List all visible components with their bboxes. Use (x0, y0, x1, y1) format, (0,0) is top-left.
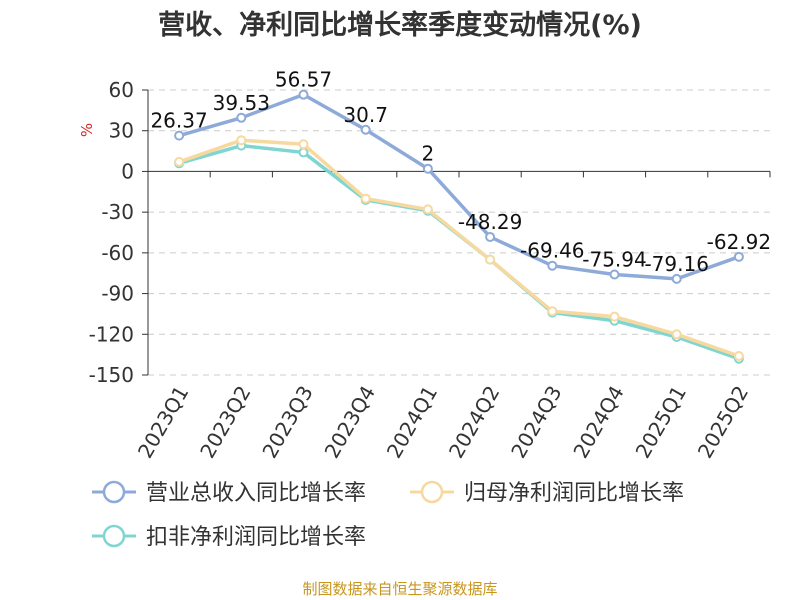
y-tick-label: 0 (121, 159, 134, 183)
y-tick-label: 60 (109, 78, 134, 102)
legend-item: 归母净利润同比增长率 (410, 480, 684, 506)
legend-item: 营业总收入同比增长率 (92, 480, 366, 506)
data-point (422, 204, 433, 215)
data-point (236, 112, 247, 123)
data-point (485, 254, 496, 265)
data-point (298, 147, 309, 158)
legend-marker (102, 524, 126, 548)
axes (142, 89, 771, 376)
legend-label: 归母净利润同比增长率 (464, 481, 684, 506)
x-tick-label: 2024Q1 (382, 382, 442, 463)
data-point (174, 156, 185, 167)
data-label: 39.53 (213, 91, 270, 115)
x-tick-label: 2024Q4 (568, 382, 628, 463)
x-tick-labels: 2023Q1 2023Q2 2023Q3 2023Q4 2024Q1 2024Q2 2024… (133, 382, 753, 463)
data-point (298, 89, 309, 100)
data-label: -48.29 (458, 210, 522, 234)
series-line (178, 92, 740, 281)
data-label: 30.7 (343, 103, 388, 127)
x-tick-label: 2024Q3 (506, 382, 566, 463)
legend-label: 营业总收入同比增长率 (146, 481, 366, 506)
y-tick-label: 30 (109, 119, 134, 143)
data-label: -79.16 (644, 252, 708, 276)
data-label: -69.46 (520, 239, 584, 263)
x-tick-label: 2025Q2 (693, 382, 753, 463)
data-point (609, 311, 620, 322)
series-line (178, 138, 740, 358)
data-point (671, 329, 682, 340)
data-label: 56.57 (275, 68, 332, 92)
legend-marker (102, 480, 126, 504)
x-tick-label: 2023Q3 (257, 382, 317, 463)
data-label: 26.37 (150, 109, 207, 133)
data-point (547, 260, 558, 271)
x-tick-label: 2023Q1 (133, 382, 193, 463)
y-tick-label: -30 (101, 200, 134, 224)
x-tick-label: 2023Q4 (320, 382, 380, 463)
data-label: 2 (422, 142, 435, 166)
legend-item: 扣非净利润同比增长率 (92, 524, 366, 550)
y-axis-unit: % (78, 123, 96, 137)
data-label: -62.92 (707, 230, 771, 254)
data-point (236, 135, 247, 146)
y-tick-label: -60 (101, 241, 134, 265)
data-point (609, 269, 620, 280)
series-lines (174, 89, 744, 364)
data-point (298, 139, 309, 150)
data-label: -75.94 (582, 247, 646, 271)
legend-label: 扣非净利润同比增长率 (146, 525, 366, 550)
grid-lines (148, 89, 770, 376)
y-tick-label: -120 (89, 322, 134, 346)
legend-marker (420, 480, 444, 504)
data-point (733, 351, 744, 361)
x-tick-label: 2024Q2 (444, 382, 504, 463)
y-tick-label: -90 (101, 282, 134, 306)
data-point (422, 163, 433, 174)
x-tick-label: 2025Q1 (631, 382, 691, 463)
data-point (547, 306, 558, 317)
data-point (174, 130, 185, 141)
chart-title: 营收、净利同比增长率季度变动情况(%) (158, 9, 642, 41)
data-point (360, 124, 371, 135)
x-tick-label: 2023Q2 (195, 382, 255, 463)
data-point (360, 193, 371, 204)
data-point (485, 231, 496, 242)
y-tick-labels: 60 30 0 -30 -60 -90 -120 -150 (89, 78, 134, 387)
y-tick-label: -150 (89, 363, 134, 387)
data-source-note: 制图数据来自恒生聚源数据库 (302, 580, 497, 598)
data-point (733, 251, 744, 262)
data-point (671, 273, 682, 284)
